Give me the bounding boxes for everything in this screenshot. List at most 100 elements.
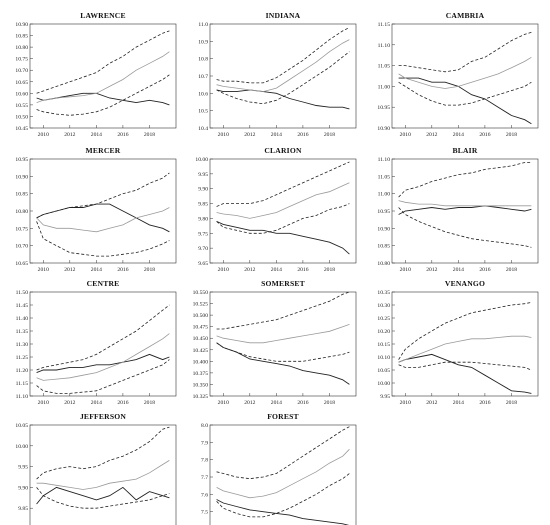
series-line-band [216, 203, 350, 234]
x-tick-label: 2018 [324, 400, 335, 406]
series-line-trend [216, 182, 350, 219]
panel-blair: BLAIR 10.80 10.85 10.90 10.95 11.00 11.05 11.10… [377, 146, 539, 273]
y-tick-label: 10.65 [15, 261, 28, 267]
series-line-band [36, 30, 170, 94]
panel-venango: VENANGO 9.95 10.00 10.05 10.10 10.15 10.20 10.2… [377, 279, 539, 406]
y-tick-label: 11.00 [378, 84, 391, 90]
x-tick-label: 2014 [453, 132, 464, 138]
x-tick-label: 2018 [506, 132, 517, 138]
series-line-trend [398, 56, 532, 89]
y-tick-label: 10.90 [377, 126, 390, 132]
x-tick-label: 2010 [218, 267, 229, 273]
y-tick-label: 8.0 [201, 423, 208, 429]
series-line-actual [216, 342, 350, 385]
y-tick-label: 10.05 [377, 368, 390, 374]
series-line-actual [36, 486, 170, 505]
series-line-trend [216, 324, 350, 344]
x-tick-label: 2012 [64, 267, 75, 273]
x-tick-label: 2010 [400, 132, 411, 138]
y-tick-label: 10.05 [15, 423, 28, 429]
x-tick-label: 2018 [144, 400, 155, 406]
y-tick-label: 10.6 [198, 91, 208, 97]
panel-title: LAWRENCE [80, 11, 125, 20]
series-line-actual [36, 203, 170, 233]
plot-frame [391, 23, 539, 129]
y-tick-label: 10.80 [15, 45, 28, 51]
panel-title: BLAIR [452, 146, 477, 155]
y-tick-label: 10.80 [15, 209, 28, 215]
y-tick-label: 10.60 [15, 91, 28, 97]
x-tick-label: 2014 [91, 267, 102, 273]
y-tick-label: 10.25 [377, 316, 390, 322]
y-tick-label: 10.425 [193, 348, 209, 354]
y-tick-label: 10.65 [15, 80, 28, 86]
panel-title: VENANGO [445, 279, 485, 288]
y-tick-label: 10.00 [15, 444, 28, 450]
panel-title: FOREST [267, 412, 299, 421]
x-tick-label: 2018 [506, 267, 517, 273]
y-tick-label: 11.25 [16, 355, 29, 361]
y-tick-label: 11.15 [16, 381, 29, 387]
series-line-band [216, 51, 350, 105]
plot-frame [209, 23, 357, 129]
y-tick-label: 9.95 [198, 172, 208, 178]
panel-jefferson: JEFFERSON9.809.859.909.9510.0010.0520102… [15, 412, 177, 525]
series-line-actual [216, 499, 350, 525]
y-tick-label: 10.00 [377, 381, 390, 387]
x-tick-label: 2012 [244, 400, 255, 406]
y-tick-label: 10.35 [377, 290, 390, 296]
y-tick-label: 9.90 [198, 187, 208, 193]
plot-frame [29, 158, 177, 264]
x-tick-label: 2010 [218, 400, 229, 406]
y-tick-label: 10.80 [377, 261, 390, 267]
y-tick-label: 10.10 [377, 355, 390, 361]
y-tick-label: 10.90 [15, 22, 28, 28]
x-tick-label: 2014 [453, 267, 464, 273]
y-tick-label: 11.10 [16, 394, 29, 400]
series-line-band [36, 359, 170, 394]
y-tick-label: 10.475 [193, 325, 209, 331]
series-line-band [216, 291, 350, 330]
plot-frame [391, 158, 539, 264]
series-line-trend [36, 333, 170, 381]
series-line-actual [216, 220, 350, 255]
y-tick-label: 7.8 [201, 458, 208, 464]
panel-mercer: MERCER 10.65 10.70 10.75 10.80 10.85 10.90 10.9… [15, 146, 177, 273]
y-tick-label: 9.65 [198, 261, 208, 267]
y-tick-label: 10.95 [15, 157, 28, 163]
y-tick-label: 10.400 [193, 359, 209, 365]
y-tick-label: 10.15 [377, 342, 390, 348]
panel-title: MERCER [86, 146, 121, 155]
y-tick-label: 9.85 [18, 506, 28, 512]
series-line-band [36, 487, 170, 509]
series-line-actual [398, 205, 532, 215]
x-tick-label: 2016 [297, 267, 308, 273]
plot-frame [29, 23, 177, 129]
series-line-band [216, 27, 350, 84]
y-tick-label: 10.75 [15, 57, 28, 63]
series-line-trend [398, 200, 532, 207]
series-line-band [398, 302, 532, 360]
panel-clarion: CLARION 9.65 9.70 9.75 9.80 9.85 9.90 9.95 10.00… [195, 146, 357, 273]
x-tick-label: 2012 [426, 400, 437, 406]
x-tick-label: 2010 [400, 267, 411, 273]
series-line-band [36, 221, 170, 257]
y-tick-label: 11.45 [16, 303, 29, 309]
x-tick-label: 2018 [144, 267, 155, 273]
x-tick-label: 2014 [91, 400, 102, 406]
x-tick-label: 2010 [38, 400, 49, 406]
x-tick-label: 2014 [271, 267, 282, 273]
series-line-band [398, 31, 532, 73]
x-tick-label: 2012 [426, 132, 437, 138]
x-tick-label: 2014 [271, 132, 282, 138]
y-tick-label: 10.9 [198, 39, 208, 45]
y-tick-label: 7.9 [201, 440, 208, 446]
series-line-actual [36, 92, 170, 106]
x-tick-label: 2016 [117, 267, 128, 273]
y-tick-label: 11.20 [16, 368, 29, 374]
x-tick-label: 2018 [506, 400, 517, 406]
series-line-band [216, 342, 350, 362]
y-tick-label: 10.70 [15, 244, 28, 250]
y-tick-label: 10.50 [15, 114, 28, 120]
x-tick-label: 2012 [426, 267, 437, 273]
